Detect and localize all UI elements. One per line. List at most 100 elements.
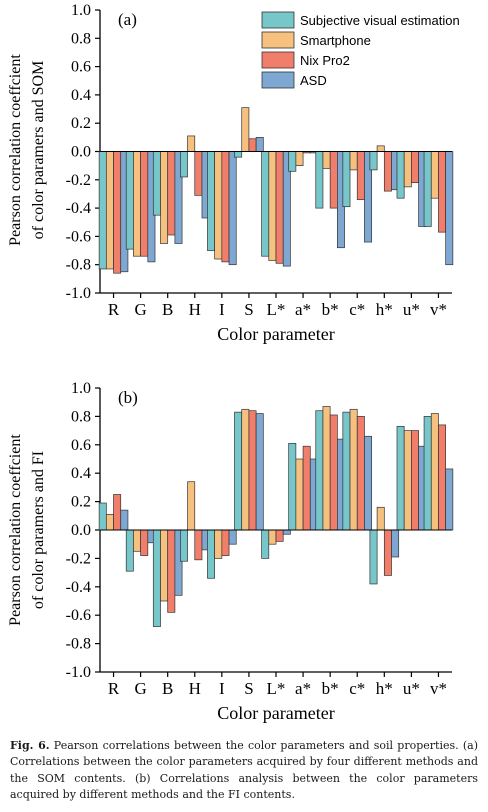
x-axis-title: Color parameter bbox=[217, 324, 334, 344]
y-tick-label: 0.2 bbox=[71, 494, 91, 511]
bar bbox=[383, 151, 392, 192]
bar bbox=[180, 151, 188, 178]
y-tick-label: -0.8 bbox=[66, 257, 91, 274]
bar bbox=[349, 408, 358, 531]
y-axis-title-line2: of color paramers and FI bbox=[30, 451, 47, 609]
bar bbox=[376, 145, 385, 152]
bar bbox=[234, 151, 243, 158]
bar bbox=[105, 151, 114, 270]
bar bbox=[322, 406, 331, 531]
bar bbox=[369, 529, 378, 585]
x-tick-label: u* bbox=[403, 679, 420, 698]
bar bbox=[430, 151, 439, 199]
bar bbox=[167, 151, 176, 236]
bar bbox=[315, 151, 324, 209]
y-tick-label: -1.0 bbox=[66, 664, 91, 681]
x-tick-label: b* bbox=[322, 679, 339, 698]
x-tick-label: R bbox=[108, 300, 120, 319]
x-tick-label: L* bbox=[267, 300, 286, 319]
x-tick-label: a* bbox=[295, 679, 311, 698]
bar bbox=[342, 151, 351, 208]
y-tick-label: -0.2 bbox=[66, 550, 91, 567]
y-tick-label: 0.6 bbox=[71, 437, 91, 454]
y-tick-label: 0.0 bbox=[71, 522, 91, 539]
x-tick-label: S bbox=[244, 679, 253, 698]
bar bbox=[445, 468, 454, 531]
bar bbox=[430, 413, 439, 531]
bar bbox=[255, 413, 264, 531]
bar bbox=[187, 135, 196, 152]
bar bbox=[288, 151, 297, 172]
y-tick-label: 0.8 bbox=[71, 408, 91, 425]
bar bbox=[194, 529, 203, 561]
bar bbox=[234, 411, 243, 531]
bar bbox=[268, 151, 277, 261]
bar bbox=[214, 151, 223, 260]
x-axis-title: Color parameter bbox=[217, 703, 334, 723]
bar bbox=[113, 494, 122, 531]
bar bbox=[248, 138, 257, 152]
x-tick-label: h* bbox=[376, 300, 393, 319]
x-tick-label: L* bbox=[267, 679, 286, 698]
bar bbox=[275, 529, 284, 542]
bar bbox=[140, 151, 149, 257]
y-tick-label: 0.4 bbox=[71, 465, 91, 482]
bar bbox=[214, 529, 223, 559]
x-tick-label: a* bbox=[295, 300, 311, 319]
x-tick-label: G bbox=[134, 679, 146, 698]
y-tick-label: 0.0 bbox=[71, 144, 91, 161]
legend-swatch bbox=[261, 31, 295, 49]
bar bbox=[261, 529, 270, 559]
legend-swatch bbox=[261, 51, 295, 69]
bar bbox=[329, 414, 338, 531]
bar bbox=[167, 529, 176, 613]
bar bbox=[261, 151, 270, 257]
bar bbox=[248, 410, 257, 531]
y-tick-label: -0.4 bbox=[66, 200, 91, 217]
x-tick-label: u* bbox=[403, 300, 420, 319]
bar bbox=[391, 529, 400, 558]
x-tick-label: H bbox=[189, 300, 201, 319]
caption-text: Pearson correlations between the color p… bbox=[10, 739, 478, 802]
bar bbox=[302, 445, 311, 531]
bar bbox=[315, 410, 324, 531]
bar bbox=[228, 151, 237, 266]
bar bbox=[140, 529, 149, 556]
bar bbox=[411, 151, 419, 183]
bar bbox=[160, 151, 169, 244]
y-tick-label: 1.0 bbox=[71, 2, 91, 19]
bar bbox=[98, 502, 107, 531]
bar bbox=[396, 425, 405, 531]
legend-label: ASD bbox=[300, 73, 327, 88]
legend-swatch bbox=[261, 11, 295, 29]
bar bbox=[152, 529, 161, 627]
y-axis-title-line2: of color paramers and SOM bbox=[30, 61, 47, 240]
y-tick-label: 1.0 bbox=[71, 380, 91, 397]
bar bbox=[438, 151, 447, 233]
bar bbox=[282, 529, 291, 535]
bar bbox=[187, 481, 196, 531]
bar bbox=[221, 151, 230, 263]
legend-swatch bbox=[261, 71, 295, 89]
bar bbox=[376, 506, 385, 531]
bar bbox=[221, 529, 230, 556]
bar bbox=[342, 411, 351, 531]
bar bbox=[241, 107, 250, 152]
bar bbox=[98, 151, 107, 270]
y-tick-label: -0.6 bbox=[66, 607, 91, 624]
bar bbox=[403, 430, 412, 531]
x-tick-label: I bbox=[219, 679, 225, 698]
chart-panel-b: -1.0 -0.8 -0.6 -0.4 -0.2 0.0 0.2 0.4 0.6 0.8 1.0 R G… bbox=[7, 380, 454, 723]
y-tick-label: 0.6 bbox=[71, 59, 91, 76]
bar bbox=[403, 151, 412, 188]
bar bbox=[255, 137, 264, 152]
x-tick-label: S bbox=[244, 300, 253, 319]
bar bbox=[133, 151, 141, 257]
y-axis-title-line1: Pearson correlation coeffcient bbox=[7, 434, 24, 626]
bar bbox=[356, 151, 365, 200]
x-tick-label: c* bbox=[349, 679, 365, 698]
x-tick-label: b* bbox=[322, 300, 339, 319]
bar bbox=[133, 529, 141, 552]
bar bbox=[295, 151, 304, 166]
figure-canvas: -1.0 -0.8 -0.6 -0.4 -0.2 0.0 0.2 0.4 0.6 0.8 1.0 R G… bbox=[7, 2, 460, 723]
